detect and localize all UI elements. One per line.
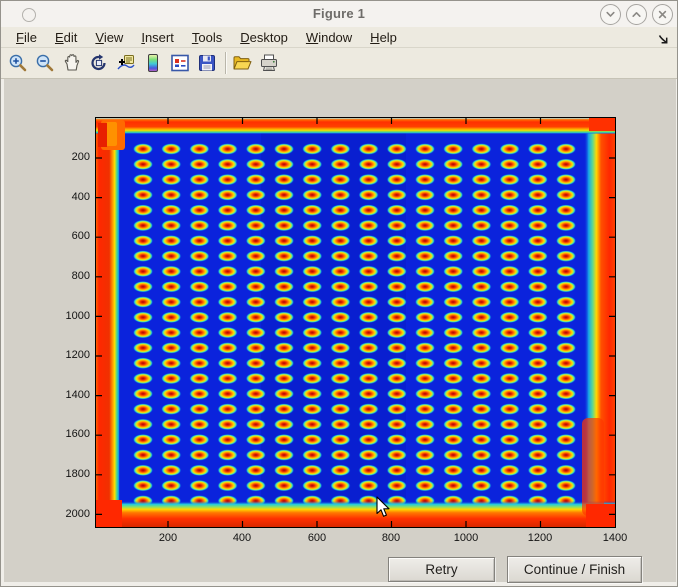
y-tick-label: 1200 xyxy=(65,349,90,361)
open-folder-icon xyxy=(233,56,252,70)
zoom-in-button[interactable] xyxy=(7,51,29,75)
y-tick-label: 1600 xyxy=(65,428,90,440)
x-tick-label: 800 xyxy=(381,532,401,544)
menu-window[interactable]: Window xyxy=(305,29,353,45)
pan-button[interactable] xyxy=(61,51,83,75)
plot-axes[interactable] xyxy=(95,117,616,528)
rotate-3d-icon xyxy=(91,54,106,71)
x-tick-label: 600 xyxy=(307,532,327,544)
x-tick-label: 1000 xyxy=(453,532,479,544)
x-tick-label: 400 xyxy=(232,532,252,544)
y-tick-label: 1800 xyxy=(65,468,90,480)
y-tick-label: 1000 xyxy=(65,310,90,322)
toolbar-separator xyxy=(225,52,226,74)
data-cursor-icon xyxy=(117,55,135,70)
y-tick-label: 200 xyxy=(71,151,90,163)
window-title: Figure 1 xyxy=(312,6,366,21)
axis-tick-marks xyxy=(96,118,615,527)
open-folder-button[interactable] xyxy=(231,51,253,75)
y-tick-label: 800 xyxy=(71,270,90,282)
y-tick-label: 400 xyxy=(71,191,90,203)
colorbar-button[interactable] xyxy=(142,51,164,75)
continue-finish-button[interactable]: Continue / Finish xyxy=(507,556,642,583)
zoom-out-icon xyxy=(36,54,54,72)
print-icon xyxy=(261,54,277,71)
menu-file[interactable]: File xyxy=(16,29,37,45)
save-icon xyxy=(199,55,215,71)
menu-edit[interactable]: Edit xyxy=(54,29,78,45)
zoom-in-icon xyxy=(9,54,27,72)
y-tick-label: 1400 xyxy=(65,389,90,401)
title-bar[interactable]: Figure 1 xyxy=(1,1,677,28)
data-cursor-button[interactable] xyxy=(115,51,137,75)
menu-bar: File Edit View Insert Tools Desktop Wind… xyxy=(1,27,677,48)
rotate-3d-button[interactable] xyxy=(88,51,110,75)
minimize-button[interactable] xyxy=(600,4,621,25)
chevron-up-icon xyxy=(632,12,641,17)
maximize-button[interactable] xyxy=(626,4,647,25)
x-tick-label: 1200 xyxy=(527,532,553,544)
chevron-down-icon xyxy=(606,11,615,17)
menu-tools[interactable]: Tools xyxy=(191,29,223,45)
menu-insert[interactable]: Insert xyxy=(141,29,174,45)
menu-view[interactable]: View xyxy=(95,29,124,45)
pan-hand-icon xyxy=(64,54,80,71)
insert-legend-button[interactable] xyxy=(169,51,191,75)
window-menu-icon[interactable] xyxy=(22,8,36,22)
colorbar-icon xyxy=(148,54,158,72)
insert-legend-icon xyxy=(171,54,189,72)
y-tick-label: 600 xyxy=(71,230,90,242)
retry-button[interactable]: Retry xyxy=(388,557,495,582)
close-icon xyxy=(658,10,667,19)
print-button[interactable] xyxy=(258,51,280,75)
microarray-heatmap-image xyxy=(96,118,615,527)
figure-toolbar xyxy=(1,48,677,79)
menu-help[interactable]: Help xyxy=(370,29,397,45)
x-tick-label: 1400 xyxy=(602,532,628,544)
save-button[interactable] xyxy=(196,51,218,75)
y-tick-label: 2000 xyxy=(65,508,90,520)
close-button[interactable] xyxy=(652,4,673,25)
window-controls xyxy=(600,4,673,25)
zoom-out-button[interactable] xyxy=(34,51,56,75)
dock-arrow-icon[interactable] xyxy=(658,32,669,50)
menu-desktop[interactable]: Desktop xyxy=(240,29,288,45)
x-tick-label: 200 xyxy=(158,532,178,544)
